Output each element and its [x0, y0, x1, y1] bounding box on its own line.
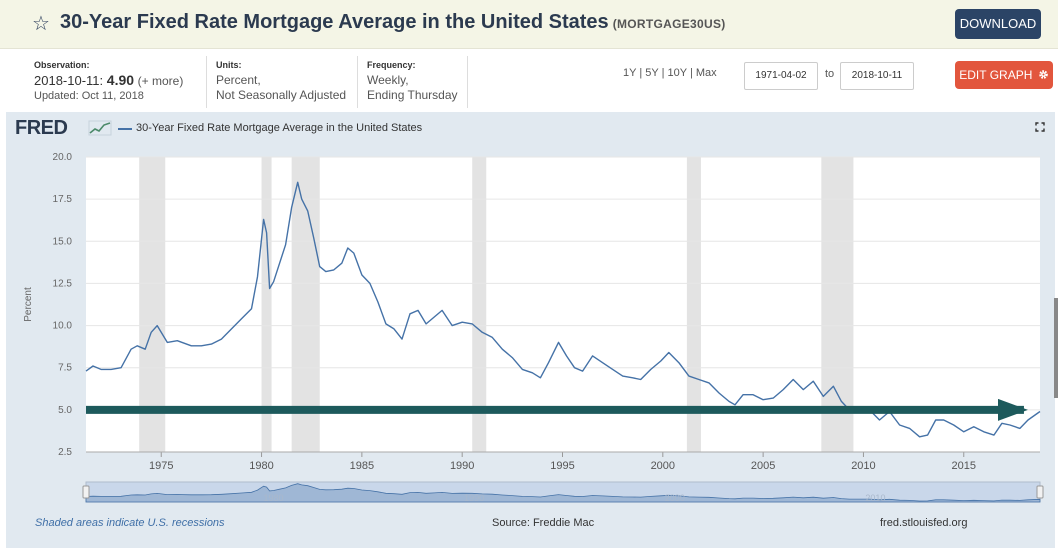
download-label: DOWNLOAD	[959, 16, 1037, 31]
range-max-link[interactable]: Max	[695, 67, 717, 79]
range-links: 1Y | 5Y | 10Y | Max	[623, 67, 717, 79]
range-5y-link[interactable]: 5Y	[645, 67, 659, 79]
frequency-label: Frequency:	[367, 60, 416, 70]
observation-number: 4.90	[106, 72, 135, 88]
fred-logo-icon	[88, 120, 112, 136]
range-separator: |	[639, 67, 643, 79]
start-date-input[interactable]: 1971-04-02	[744, 62, 818, 90]
scrollbar-thumb[interactable]	[1054, 298, 1058, 398]
observation-more-link[interactable]: (+ more)	[137, 74, 184, 88]
divider	[206, 56, 207, 108]
range-separator: |	[661, 67, 665, 79]
divider	[467, 56, 468, 108]
observation-date: 2018-10-11:	[34, 73, 104, 88]
frequency-line1: Weekly,	[367, 73, 409, 87]
range-10y-link[interactable]: 10Y	[667, 67, 687, 79]
expand-icon[interactable]	[1035, 122, 1045, 132]
legend-swatch	[118, 128, 132, 130]
observation-value: 2018-10-11: 4.90 (+ more)	[34, 73, 183, 89]
series-id: (MORTGAGE30US)	[612, 17, 726, 31]
site-link[interactable]: fred.stlouisfed.org	[880, 517, 968, 529]
units-label: Units:	[216, 60, 242, 70]
to-label: to	[825, 68, 835, 80]
frequency-block: Frequency: Weekly, Ending Thursday	[367, 58, 458, 103]
observation-label: Observation:	[34, 60, 90, 70]
legend-label: 30-Year Fixed Rate Mortgage Average in t…	[136, 122, 423, 134]
page-title: 30-Year Fixed Rate Mortgage Average in t…	[60, 11, 726, 34]
series-title: 30-Year Fixed Rate Mortgage Average in t…	[60, 11, 609, 33]
end-date-input[interactable]: 2018-10-11	[840, 62, 914, 90]
units-line1: Percent,	[216, 73, 261, 87]
graph-panel	[6, 112, 1055, 548]
updated-date: Updated: Oct 11, 2018	[34, 90, 144, 102]
observation-block: Observation: 2018-10-11: 4.90 (+ more) U…	[34, 58, 183, 104]
fred-logo: FRED	[15, 117, 68, 139]
gear-icon	[1038, 70, 1048, 79]
edit-graph-button[interactable]: EDIT GRAPH	[955, 61, 1053, 89]
source-label: Source: Freddie Mac	[492, 517, 595, 529]
units-block: Units: Percent, Not Seasonally Adjusted	[216, 58, 346, 103]
recession-note: Shaded areas indicate U.S. recessions	[35, 517, 225, 529]
range-1y-link[interactable]: 1Y	[623, 67, 637, 79]
units-line2: Not Seasonally Adjusted	[216, 88, 347, 102]
range-separator: |	[689, 67, 693, 79]
edit-graph-label: EDIT GRAPH	[959, 68, 1033, 82]
download-icon	[994, 49, 1004, 59]
divider	[357, 56, 358, 108]
title-bar: ☆ 30-Year Fixed Rate Mortgage Average in…	[0, 0, 1058, 59]
frequency-line2: Ending Thursday	[367, 88, 458, 102]
download-button[interactable]: DOWNLOAD	[955, 9, 1041, 59]
star-outline-icon[interactable]: ☆	[32, 13, 50, 35]
